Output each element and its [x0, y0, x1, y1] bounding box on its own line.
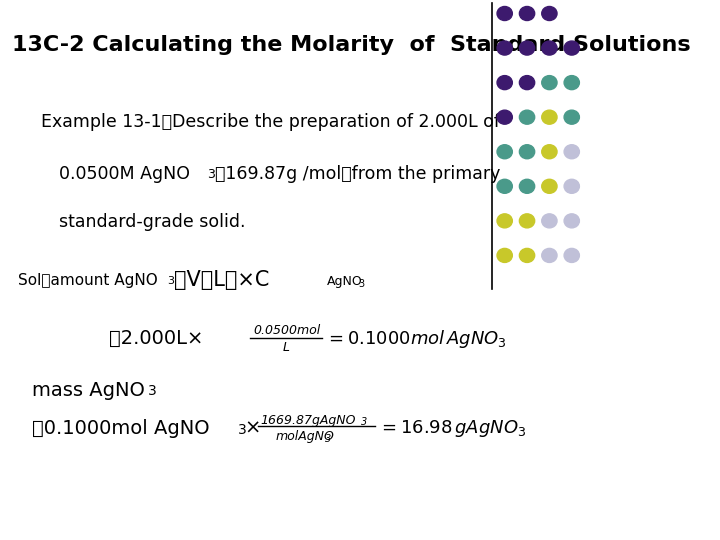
Circle shape — [564, 110, 580, 124]
Circle shape — [541, 179, 557, 193]
Circle shape — [497, 110, 513, 124]
Circle shape — [519, 214, 535, 228]
Text: 13C-2 Calculating the Molarity  of  Standard Solutions: 13C-2 Calculating the Molarity of Standa… — [12, 35, 690, 55]
Circle shape — [541, 248, 557, 262]
Circle shape — [519, 6, 535, 21]
Text: －V（L）×C: －V（L）×C — [174, 270, 269, 290]
Text: $= 0.1000mol\,AgNO_3$: $= 0.1000mol\,AgNO_3$ — [325, 328, 507, 350]
Circle shape — [541, 110, 557, 124]
Text: L: L — [282, 341, 289, 354]
Circle shape — [497, 6, 513, 21]
Circle shape — [519, 76, 535, 90]
Circle shape — [564, 145, 580, 159]
Circle shape — [519, 179, 535, 193]
Text: Example 13-1：Describe the preparation of 2.000L of: Example 13-1：Describe the preparation of… — [41, 113, 500, 131]
Text: 3: 3 — [361, 417, 367, 428]
Circle shape — [519, 41, 535, 55]
Circle shape — [497, 41, 513, 55]
Text: mass AgNO: mass AgNO — [32, 381, 145, 400]
Text: 3: 3 — [238, 423, 247, 437]
Circle shape — [564, 41, 580, 55]
Circle shape — [541, 41, 557, 55]
Text: 0.0500mol: 0.0500mol — [253, 324, 320, 337]
Text: 3: 3 — [168, 276, 175, 287]
Text: standard-grade solid.: standard-grade solid. — [59, 213, 246, 231]
Circle shape — [564, 214, 580, 228]
Text: Sol：amount AgNO: Sol：amount AgNO — [18, 273, 158, 288]
Circle shape — [564, 248, 580, 262]
Text: 1669.87gAgNO: 1669.87gAgNO — [260, 414, 356, 427]
Text: 3: 3 — [359, 279, 364, 289]
Text: $= 16.98\,gAgNO_3$: $= 16.98\,gAgNO_3$ — [377, 418, 526, 439]
Text: 0.0500M AgNO: 0.0500M AgNO — [59, 165, 190, 183]
Circle shape — [497, 145, 513, 159]
Circle shape — [541, 76, 557, 90]
Text: （169.87g /mol）from the primary: （169.87g /mol）from the primary — [215, 165, 500, 183]
Circle shape — [541, 214, 557, 228]
Circle shape — [541, 6, 557, 21]
Circle shape — [519, 248, 535, 262]
Text: 3: 3 — [325, 434, 331, 444]
Text: 3: 3 — [148, 384, 157, 399]
Circle shape — [497, 214, 513, 228]
Text: ×: × — [245, 418, 261, 437]
Text: －0.1000mol AgNO: －0.1000mol AgNO — [32, 418, 210, 437]
Circle shape — [497, 76, 513, 90]
Text: 3: 3 — [207, 168, 215, 181]
Text: －2.000L×: －2.000L× — [109, 329, 203, 348]
Circle shape — [519, 145, 535, 159]
Circle shape — [564, 179, 580, 193]
Circle shape — [497, 179, 513, 193]
Circle shape — [541, 145, 557, 159]
Text: molAgNO: molAgNO — [275, 430, 334, 443]
Circle shape — [497, 248, 513, 262]
Text: AgNO: AgNO — [326, 275, 362, 288]
Circle shape — [564, 76, 580, 90]
Circle shape — [519, 110, 535, 124]
